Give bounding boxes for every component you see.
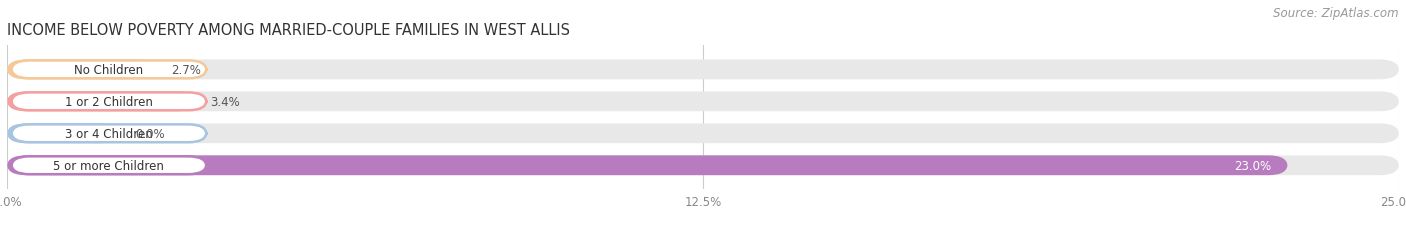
Text: 0.0%: 0.0% (135, 127, 165, 140)
FancyBboxPatch shape (11, 61, 207, 79)
Text: 2.7%: 2.7% (172, 64, 201, 76)
FancyBboxPatch shape (7, 124, 118, 144)
Text: No Children: No Children (75, 64, 143, 76)
FancyBboxPatch shape (7, 124, 1399, 144)
FancyBboxPatch shape (7, 60, 157, 80)
FancyBboxPatch shape (11, 125, 207, 143)
Text: 1 or 2 Children: 1 or 2 Children (65, 95, 153, 108)
FancyBboxPatch shape (7, 60, 1399, 80)
Text: 3 or 4 Children: 3 or 4 Children (65, 127, 153, 140)
Text: INCOME BELOW POVERTY AMONG MARRIED-COUPLE FAMILIES IN WEST ALLIS: INCOME BELOW POVERTY AMONG MARRIED-COUPL… (7, 23, 569, 38)
FancyBboxPatch shape (11, 157, 207, 174)
FancyBboxPatch shape (7, 156, 1399, 175)
Text: 23.0%: 23.0% (1234, 159, 1271, 172)
Text: 5 or more Children: 5 or more Children (53, 159, 165, 172)
FancyBboxPatch shape (7, 92, 197, 112)
FancyBboxPatch shape (11, 93, 207, 111)
FancyBboxPatch shape (7, 92, 1399, 112)
Text: 3.4%: 3.4% (211, 95, 240, 108)
FancyBboxPatch shape (7, 156, 1288, 175)
Text: Source: ZipAtlas.com: Source: ZipAtlas.com (1274, 7, 1399, 20)
